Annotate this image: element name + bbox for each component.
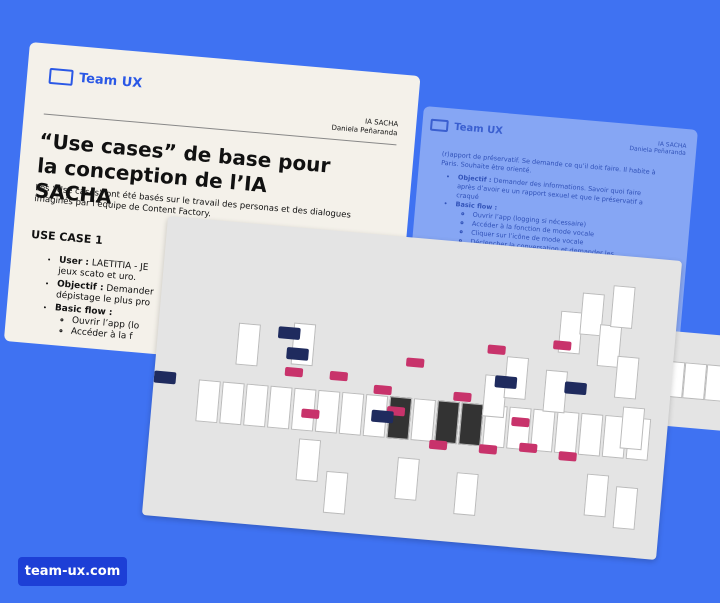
screen [612,486,639,530]
screen [195,379,221,424]
meta: IA SACHA Daniela Peñaranda [629,138,687,157]
screen [458,402,484,447]
tag [518,442,538,454]
tag [373,384,393,396]
node [286,346,310,361]
screen [577,412,604,457]
node [153,370,177,385]
tag [558,451,577,462]
screen [610,285,636,329]
screen [243,383,269,428]
screen [453,472,479,516]
flow-canvas [141,216,683,560]
tag [478,444,498,455]
meta: IA SACHA Daniela Peñaranda [331,115,398,139]
tag [552,340,572,351]
screen [410,398,437,442]
tag [428,439,448,451]
screen [295,438,322,483]
node [494,375,518,390]
brand-text: Team UX [78,70,143,92]
tag [511,416,530,428]
screen [267,385,293,430]
tag [301,408,320,420]
tag [329,370,349,382]
node [277,326,301,341]
screen [322,470,349,515]
badge: team-ux.com [18,557,127,586]
screen [682,362,708,401]
screen [219,381,245,426]
tag [453,391,472,403]
tag [487,344,507,356]
screen [434,400,460,445]
tag [284,366,304,378]
screen [704,364,720,403]
screen [235,322,261,367]
screen [394,457,420,501]
brand: Team UX [429,118,504,137]
screen [338,391,365,436]
brand: Team UX [48,67,143,92]
screen [619,406,646,451]
brand-text: Team UX [453,121,504,137]
node [370,409,394,424]
section: USE CASE 1 [30,227,104,248]
screen [613,355,640,400]
node [564,381,588,396]
screen [583,473,610,518]
tag [405,357,425,368]
screen [553,410,580,455]
